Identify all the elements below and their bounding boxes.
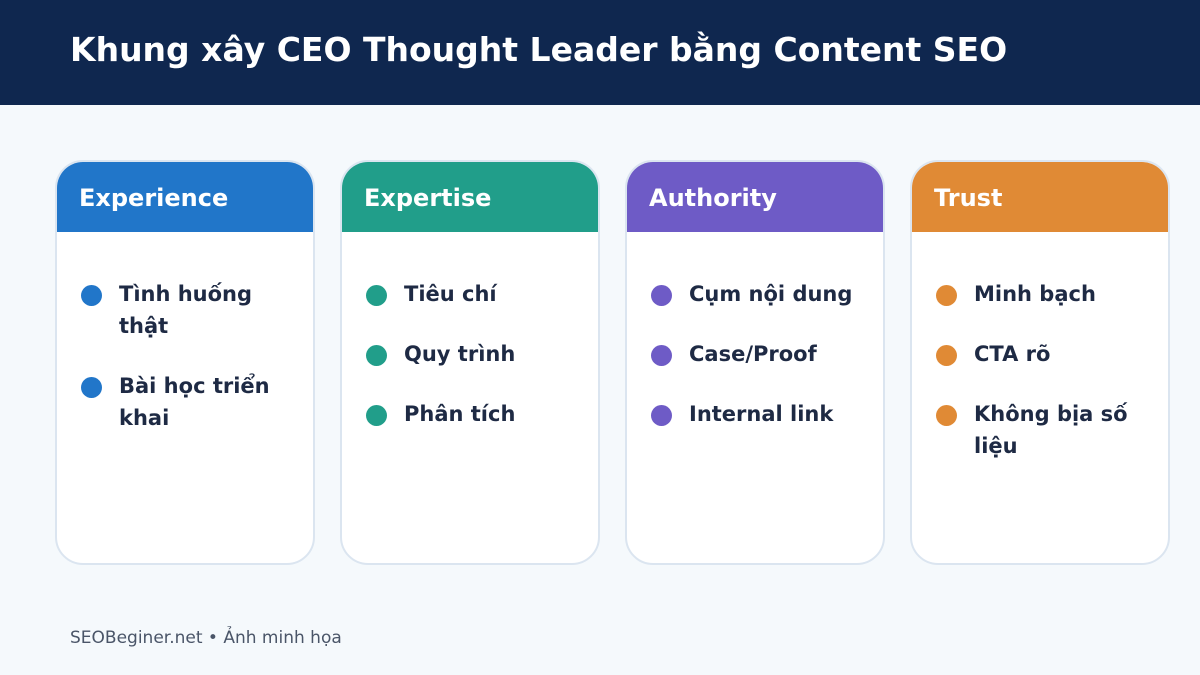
item-text: Minh bạch <box>974 282 1096 306</box>
card-title: Experience <box>57 162 313 232</box>
footer-text: SEOBeginer.net • Ảnh minh họa <box>70 628 342 648</box>
bullet-dot <box>366 405 387 426</box>
list-item: Quy trình <box>364 338 578 370</box>
item-text: Quy trình <box>404 342 516 366</box>
item-text: Tiêu chí <box>404 282 497 306</box>
list-item: Minh bạch <box>934 278 1148 310</box>
bullet-dot <box>651 405 672 426</box>
item-text: Internal link <box>689 402 834 426</box>
bullet-dot <box>936 285 957 306</box>
bullet-dot <box>366 285 387 306</box>
item-text: Cụm nội dung <box>689 282 853 306</box>
item-text: Case/Proof <box>689 342 817 366</box>
item-text: Tình huống thật <box>119 282 253 338</box>
item-text: Không bịa số liệu <box>974 402 1128 458</box>
card-body: Tình huống thật Bài học triển khai <box>57 232 313 434</box>
bullet-dot <box>81 377 102 398</box>
item-text: Phân tích <box>404 402 516 426</box>
item-text: Bài học triển khai <box>119 374 270 430</box>
card-body: Tiêu chí Quy trình Phân tích <box>342 232 598 430</box>
list-item: Bài học triển khai <box>79 370 293 434</box>
bullet-dot <box>651 345 672 366</box>
list-item: Case/Proof <box>649 338 863 370</box>
item-text: CTA rõ <box>974 342 1051 366</box>
page-title: Khung xây CEO Thought Leader bằng Conten… <box>70 30 1008 69</box>
list-item: Internal link <box>649 398 863 430</box>
list-item: Tiêu chí <box>364 278 578 310</box>
card-body: Minh bạch CTA rõ Không bịa số liệu <box>912 232 1168 462</box>
card-title: Authority <box>627 162 883 232</box>
bullet-dot <box>81 285 102 306</box>
card-title: Trust <box>912 162 1168 232</box>
list-item: Phân tích <box>364 398 578 430</box>
list-item: Cụm nội dung <box>649 278 863 310</box>
bullet-dot <box>651 285 672 306</box>
card: Authority Cụm nội dung Case/Proof Internal … <box>625 160 885 565</box>
bullet-dot <box>366 345 387 366</box>
bullet-dot <box>936 345 957 366</box>
card-body: Cụm nội dung Case/Proof Internal link <box>627 232 883 430</box>
list-item: Tình huống thật <box>79 278 293 342</box>
card-title: Expertise <box>342 162 598 232</box>
list-item: CTA rõ <box>934 338 1148 370</box>
card: Experience Tình huống thật Bài học triển k… <box>55 160 315 565</box>
bullet-dot <box>936 405 957 426</box>
card: Trust Minh bạch CTA rõ Không bịa số liệu <box>910 160 1170 565</box>
card: Expertise Tiêu chí Quy trình Phân tích <box>340 160 600 565</box>
list-item: Không bịa số liệu <box>934 398 1148 462</box>
header: Khung xây CEO Thought Leader bằng Conten… <box>0 0 1200 105</box>
